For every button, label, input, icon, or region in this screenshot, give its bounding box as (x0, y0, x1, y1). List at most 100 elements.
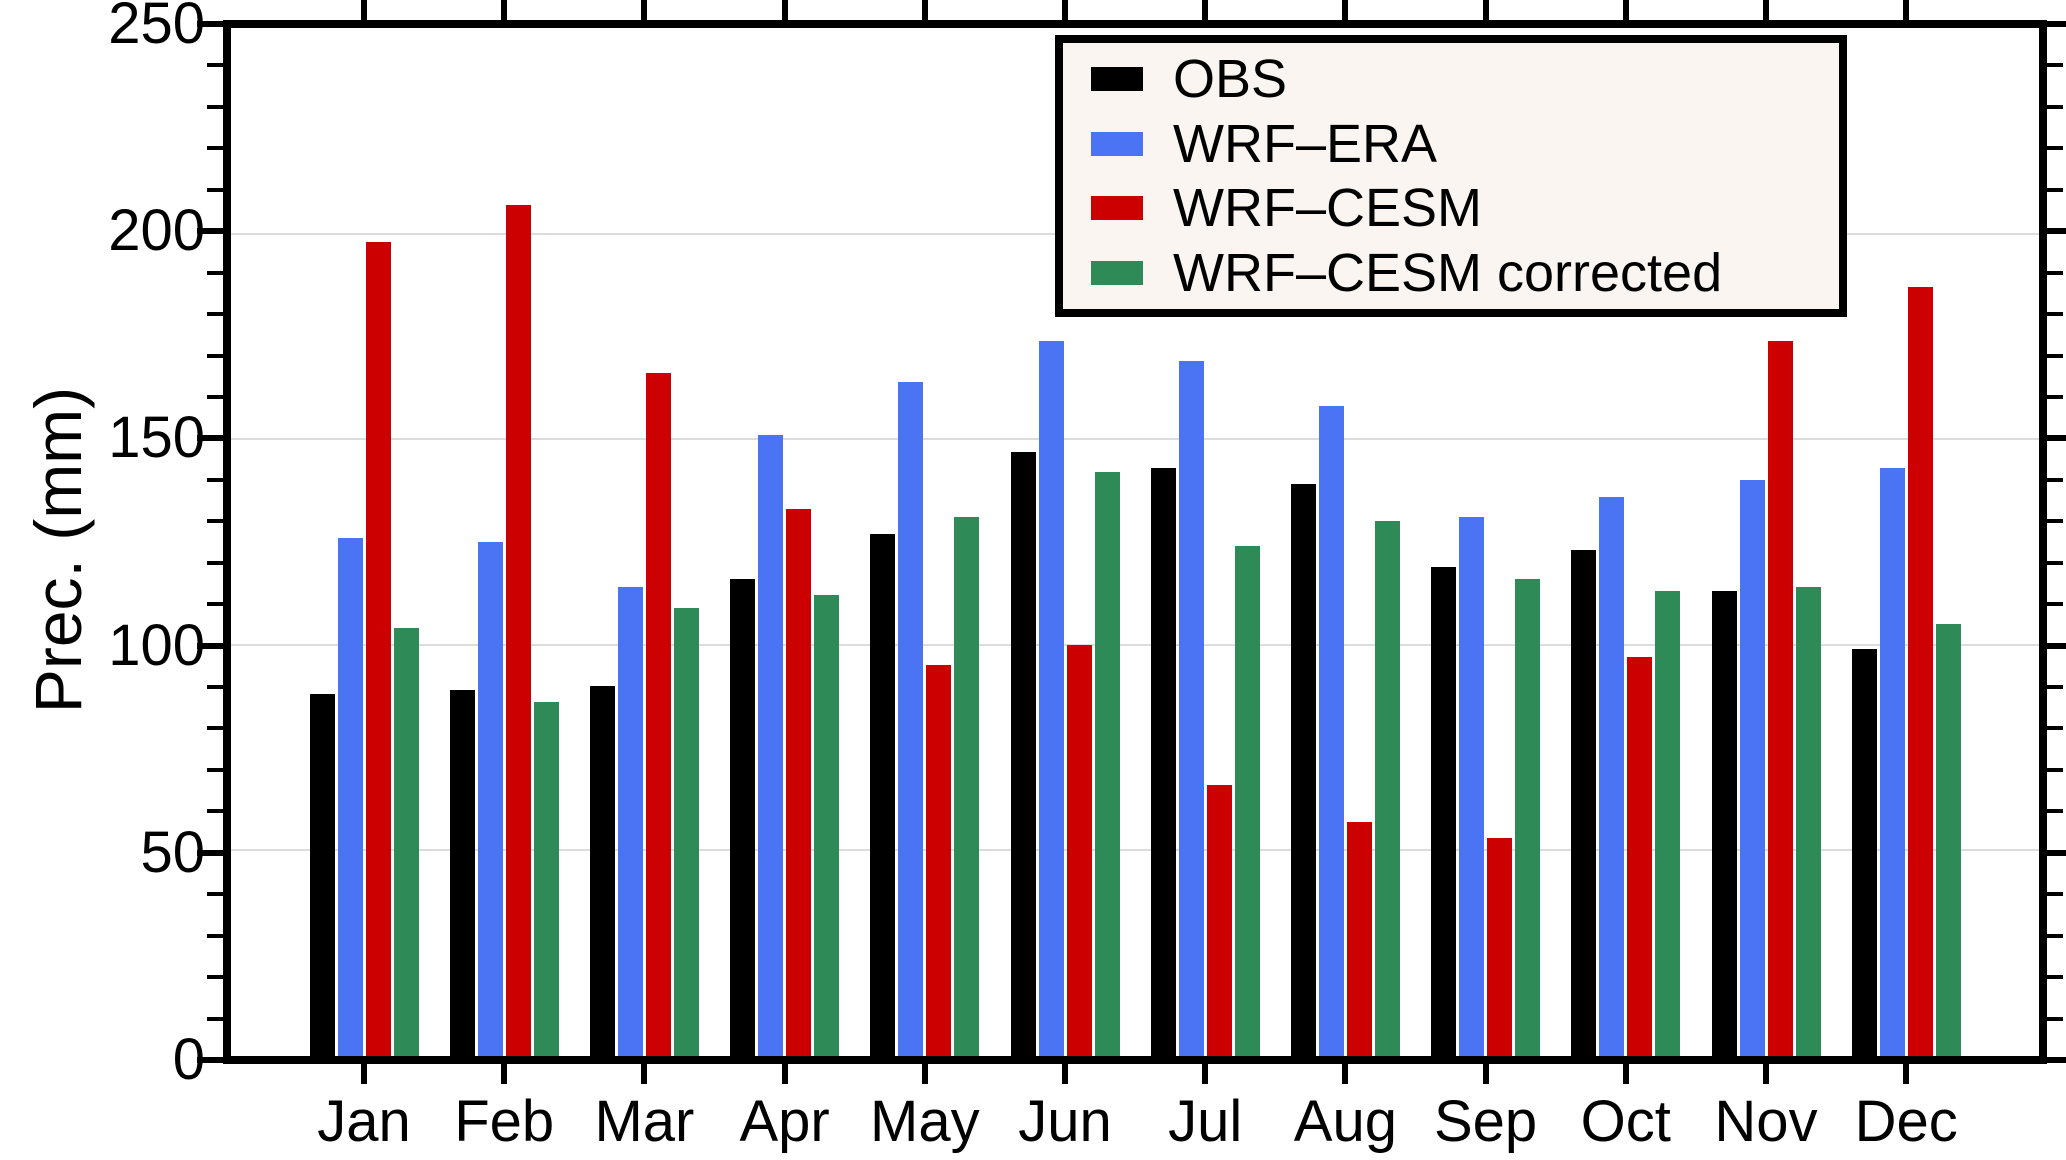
bar-OBS-Jun (1010, 451, 1036, 1056)
right-minor-tick-160 (2047, 394, 2063, 399)
left-minor-tick-160 (207, 394, 223, 399)
top-month-tick-Aug (1342, 0, 1349, 20)
left-major-tick-150 (197, 435, 223, 442)
bar-WRF–CESM corrected-Jun (1094, 472, 1120, 1056)
x-tick-label-Jan: Jan (317, 1089, 411, 1154)
right-minor-tick-40 (2047, 892, 2063, 897)
right-minor-tick-180 (2047, 312, 2063, 317)
top-month-tick-Sep (1482, 0, 1489, 20)
left-minor-tick-220 (207, 146, 223, 151)
right-minor-tick-10 (2047, 1016, 2063, 1021)
top-month-tick-Feb (501, 0, 508, 20)
bar-WRF–CESM corrected-Jan (393, 628, 419, 1056)
right-minor-tick-80 (2047, 726, 2063, 731)
left-minor-tick-90 (207, 685, 223, 690)
top-month-tick-Jan (361, 0, 367, 20)
y-axis-title: Prec. (mm) (21, 386, 95, 714)
legend-row-WRF–CESM corrected: WRF–CESM corrected (1091, 245, 1839, 301)
left-minor-tick-80 (207, 726, 223, 731)
legend-row-WRF–ERA: WRF–ERA (1091, 116, 1839, 172)
bar-OBS-Apr (730, 579, 756, 1056)
right-minor-tick-190 (2047, 270, 2063, 275)
left-major-tick-50 (197, 849, 223, 856)
left-minor-tick-30 (207, 933, 223, 938)
right-minor-tick-140 (2047, 477, 2063, 482)
y-tick-label-100: 100 (108, 612, 205, 678)
left-minor-tick-230 (207, 104, 223, 109)
x-tick-label-Mar: Mar (594, 1089, 695, 1154)
right-minor-tick-220 (2047, 146, 2063, 151)
top-month-tick-Oct (1622, 0, 1629, 20)
bar-WRF–CESM corrected-Sep (1515, 579, 1541, 1056)
left-major-tick-0 (197, 1057, 223, 1063)
right-major-tick-200 (2047, 228, 2066, 235)
bar-WRF–ERA-Sep (1459, 517, 1485, 1056)
left-minor-tick-130 (207, 519, 223, 524)
x-tick-label-Sep: Sep (1433, 1089, 1538, 1154)
top-month-tick-Nov (1763, 0, 1769, 20)
left-minor-tick-190 (207, 270, 223, 275)
bar-OBS-Dec (1851, 648, 1877, 1056)
bar-WRF–CESM-Sep (1487, 838, 1513, 1056)
legend-label-WRF–CESM corrected: WRF–CESM corrected (1173, 242, 1723, 303)
bar-WRF–CESM-Feb (505, 204, 531, 1056)
x-tick-label-Nov: Nov (1714, 1089, 1818, 1154)
legend-swatch-WRF–CESM (1091, 196, 1143, 221)
left-minor-tick-40 (207, 892, 223, 897)
bar-OBS-Jul (1150, 467, 1176, 1056)
gridline-50 (231, 849, 2039, 852)
left-major-tick-250 (197, 21, 223, 27)
bar-WRF–CESM-Jan (365, 241, 391, 1056)
bar-OBS-Mar (589, 685, 615, 1056)
right-major-tick-250 (2047, 21, 2066, 27)
legend-label-OBS: OBS (1173, 49, 1288, 110)
bottom-month-tick-Jun (1062, 1064, 1068, 1084)
x-tick-label-Dec: Dec (1854, 1089, 1958, 1154)
bar-WRF–CESM corrected-Feb (533, 702, 559, 1056)
bar-WRF–ERA-Apr (758, 435, 784, 1056)
bar-WRF–CESM-Jun (1066, 644, 1092, 1056)
bottom-month-tick-May (921, 1064, 928, 1084)
top-month-tick-Jul (1202, 0, 1209, 20)
bottom-month-tick-Jul (1202, 1064, 1209, 1084)
bar-WRF–CESM corrected-Dec (1935, 624, 1961, 1056)
right-minor-tick-30 (2047, 933, 2063, 938)
legend-swatch-WRF–ERA (1091, 131, 1143, 156)
right-minor-tick-240 (2047, 63, 2063, 68)
legend-row-OBS: OBS (1091, 51, 1839, 107)
left-minor-tick-20 (207, 975, 223, 980)
left-minor-tick-70 (207, 767, 223, 772)
bar-WRF–CESM-Dec (1907, 287, 1933, 1056)
legend-swatch-OBS (1091, 67, 1143, 92)
bar-WRF–CESM-Oct (1627, 657, 1653, 1056)
left-major-tick-200 (197, 228, 223, 235)
bar-WRF–ERA-Mar (617, 587, 643, 1056)
right-major-tick-100 (2047, 642, 2066, 649)
bar-WRF–ERA-Oct (1599, 496, 1625, 1056)
left-minor-tick-140 (207, 477, 223, 482)
right-major-tick-0 (2047, 1057, 2066, 1063)
bottom-month-tick-Sep (1482, 1064, 1489, 1084)
bar-WRF–CESM-Mar (645, 373, 671, 1056)
right-minor-tick-110 (2047, 602, 2063, 607)
right-minor-tick-60 (2047, 809, 2063, 814)
bottom-month-tick-Nov (1763, 1064, 1769, 1084)
top-month-tick-Jun (1062, 0, 1068, 20)
legend-swatch-WRF–CESM corrected (1091, 260, 1143, 285)
bar-WRF–CESM corrected-Aug (1374, 521, 1400, 1056)
x-tick-label-Apr: Apr (739, 1089, 830, 1154)
bar-WRF–CESM corrected-Oct (1655, 591, 1681, 1056)
bar-WRF–ERA-Feb (477, 542, 503, 1056)
top-month-tick-May (921, 0, 928, 20)
bar-WRF–CESM-Apr (786, 509, 812, 1056)
y-tick-label-200: 200 (108, 198, 205, 264)
x-tick-label-Oct: Oct (1580, 1089, 1671, 1154)
bar-WRF–CESM corrected-May (954, 517, 980, 1056)
top-month-tick-Mar (641, 0, 648, 20)
left-minor-tick-110 (207, 602, 223, 607)
bottom-month-tick-Mar (641, 1064, 648, 1084)
x-tick-label-Feb: Feb (454, 1089, 555, 1154)
bar-WRF–ERA-Nov (1739, 480, 1765, 1056)
right-minor-tick-130 (2047, 519, 2063, 524)
